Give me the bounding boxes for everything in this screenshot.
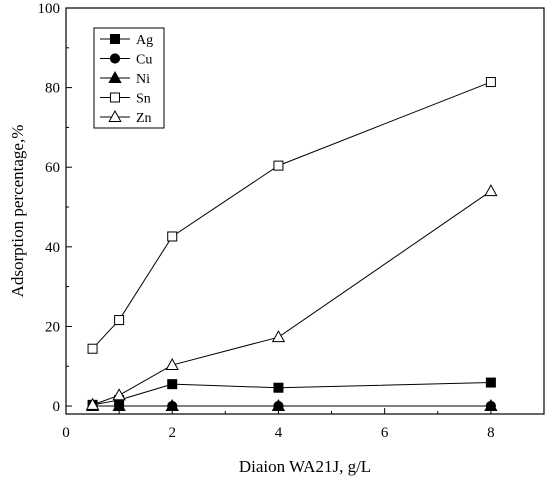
data-point-ag: [273, 382, 284, 393]
data-point-sn: [114, 315, 125, 326]
data-point-sn: [273, 160, 284, 171]
series-lines: [92, 81, 492, 407]
data-point-ni: [112, 399, 126, 412]
legend-label-zn: Zn: [136, 111, 152, 126]
data-point-ni: [165, 399, 179, 412]
y-tick-label: 20: [45, 319, 60, 335]
x-tick-label: 2: [168, 425, 176, 441]
data-point-zn: [85, 397, 100, 410]
y-tick-label: 100: [38, 1, 61, 17]
data-point-ag: [167, 379, 178, 390]
legend-label-ni: Ni: [136, 72, 150, 87]
legend-label-sn: Sn: [136, 92, 151, 107]
plot-frame: [65, 7, 545, 415]
data-point-ag: [485, 377, 496, 388]
data-point-sn: [485, 77, 496, 88]
x-tick-label: 0: [62, 425, 70, 441]
legend-marker-sn: [110, 92, 120, 103]
y-tick-label: 80: [45, 81, 60, 97]
legend-marker-zn: [108, 109, 122, 122]
data-point-ni: [271, 399, 286, 412]
data-point-zn: [484, 184, 498, 197]
data-point-zn: [271, 330, 286, 343]
x-tick-label: 6: [381, 425, 389, 441]
legend: Ag Cu Ni Sn Zn: [93, 27, 165, 129]
x-tick-label: 4: [275, 425, 283, 441]
series-markers: [85, 77, 498, 412]
legend-marker-cu: [109, 53, 121, 64]
legend-label-ag: Ag: [136, 33, 153, 48]
data-point-sn: [167, 231, 178, 242]
y-axis-title: Adsorption percentage,%: [8, 125, 27, 298]
data-point-sn: [87, 343, 98, 354]
y-tick-label: 60: [45, 160, 60, 176]
legend-label-cu: Cu: [136, 53, 152, 68]
data-point-zn: [112, 388, 126, 401]
series-line-ag: [92, 382, 491, 406]
x-axis-title: Diaion WA21J, g/L: [239, 457, 371, 476]
data-point-ni: [484, 399, 498, 412]
y-tick-label: 0: [53, 399, 61, 415]
legend-marker-ag: [110, 34, 120, 44]
x-tick-label: 8: [487, 425, 495, 441]
legend-marker-ni: [108, 70, 122, 83]
data-point-zn: [165, 358, 179, 371]
y-tick-label: 40: [45, 240, 60, 256]
series-line-zn: [92, 190, 492, 406]
